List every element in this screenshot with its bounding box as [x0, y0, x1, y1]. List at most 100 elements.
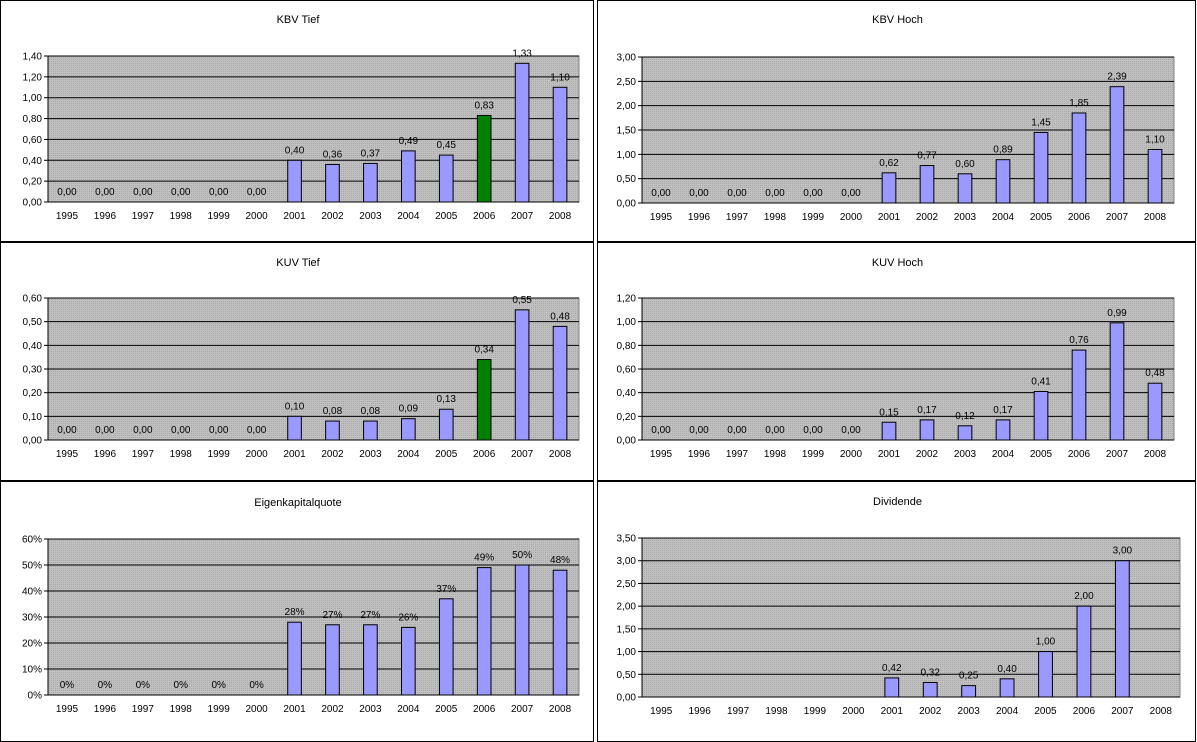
chart-5-x-tick-label: 2001 — [881, 706, 904, 717]
chart-3-y-tick-label: 1,20 — [617, 294, 637, 305]
chart-0-y-tick-label: 0,60 — [23, 135, 43, 146]
chart-1-x-tick-label: 2000 — [840, 212, 863, 223]
chart-1-x-tick-label: 1997 — [726, 212, 749, 223]
chart-3-x-tick-label: 1995 — [650, 449, 673, 460]
chart-0-x-tick-label: 2007 — [511, 211, 534, 222]
chart-0-data-label-2006: 0,83 — [474, 100, 494, 111]
chart-4-bar-2002 — [325, 624, 340, 696]
chart-4-x-tick-label: 2001 — [283, 704, 306, 715]
chart-2-x-tick-label: 2001 — [283, 449, 306, 460]
chart-0-y-tick-label: 0,80 — [23, 114, 43, 125]
chart-1-y-tick-label: 1,50 — [617, 126, 637, 137]
chart-5-y-tick-label: 0,00 — [617, 693, 637, 704]
chart-1-title: KBV Hoch — [872, 14, 923, 26]
chart-3-x-tick-label: 2005 — [1030, 449, 1053, 460]
chart-4-x-tick-label: 2000 — [245, 704, 268, 715]
chart-4-title: Eigenkapitalquote — [254, 497, 341, 509]
chart-1-data-label-2005: 1,45 — [1031, 117, 1051, 128]
chart-2-y-tick-label: 0,00 — [23, 436, 43, 447]
chart-2-title: KUV Tief — [276, 257, 320, 269]
chart-2-bar-2005 — [438, 408, 454, 441]
chart-0-x-tick-label: 2003 — [359, 211, 382, 222]
chart-3-x-tick-label: 2003 — [954, 449, 977, 460]
chart-4-data-label-2004: 26% — [398, 612, 418, 623]
chart-2-x-tick-label: 1998 — [170, 449, 193, 460]
chart-5-bar-2001 — [884, 677, 900, 698]
chart-3-bar-2001 — [881, 421, 897, 441]
chart-1-data-label-2001: 0,62 — [879, 158, 899, 169]
chart-4-x-tick-label: 2003 — [359, 704, 382, 715]
chart-2-data-label-2000: 0,00 — [247, 425, 267, 436]
chart-1-y-tick-label: 2,50 — [617, 77, 637, 88]
chart-3-x-tick-label: 1997 — [726, 449, 749, 460]
chart-3-data-label-1998: 0,00 — [765, 425, 785, 436]
chart-5-x-tick-label: 2005 — [1034, 706, 1057, 717]
chart-3-data-label-2000: 0,00 — [841, 425, 861, 436]
chart-2-data-label-2007: 0,55 — [512, 295, 532, 306]
chart-1-x-tick-label: 1999 — [802, 212, 825, 223]
chart-kuv-tief: KUV Tief 0,00 0,10 0,20 0,30 0,40 0,50 0,60 0,00… — [23, 257, 580, 460]
chart-2-x-tick-label: 1997 — [132, 449, 155, 460]
chart-1-data-label-1995: 0,00 — [651, 188, 671, 199]
chart-1-bar-2006 — [1071, 112, 1087, 204]
chart-1-bar-2007 — [1109, 86, 1125, 204]
chart-0-y-tick-label: 0,00 — [23, 198, 43, 209]
chart-1-x-tick-label: 1995 — [650, 212, 673, 223]
chart-5-data-label-2005: 1,00 — [1036, 637, 1056, 648]
chart-2-data-label-2004: 0,09 — [399, 404, 419, 415]
chart-0-data-label-1998: 0,00 — [171, 187, 191, 198]
chart-2-data-label-2005: 0,13 — [437, 394, 457, 405]
chart-4-data-label-2007: 50% — [512, 550, 532, 561]
chart-5-y-tick-label: 1,00 — [617, 647, 637, 658]
chart-2-data-label-1998: 0,00 — [171, 425, 191, 436]
chart-0-plot-area — [47, 55, 580, 203]
chart-0-bar-2007 — [514, 62, 530, 203]
chart-0-x-tick-label: 1996 — [94, 211, 117, 222]
chart-0-x-tick-label: 1997 — [132, 211, 155, 222]
chart-1-data-label-2000: 0,00 — [841, 188, 861, 199]
chart-0-data-label-2001: 0,40 — [285, 145, 305, 156]
chart-0-bar-2003 — [363, 162, 378, 203]
chart-3-y-tick-label: 0,20 — [617, 412, 637, 423]
chart-1-bar-2001 — [881, 172, 897, 204]
chart-3-x-tick-label: 1998 — [764, 449, 787, 460]
chart-0-y-tick-label: 0,40 — [23, 156, 43, 167]
chart-5-x-tick-label: 2004 — [996, 706, 1019, 717]
chart-3-y-tick-label: 0,60 — [617, 365, 637, 376]
chart-1-y-tick-label: 0,50 — [617, 174, 637, 185]
chart-5-x-tick-label: 2008 — [1150, 706, 1173, 717]
chart-eigenkapitalquote: Eigenkapitalquote 0% 10% 20% 30% 40% 50% 60% 0% 1… — [22, 497, 580, 715]
chart-1-bar-2004 — [995, 159, 1011, 204]
chart-0-y-tick-label: 1,20 — [23, 72, 43, 83]
chart-panel-dividende: Dividende 0,00 0,50 1,00 1,50 2,00 2,50 3,00 3,5… — [597, 481, 1196, 742]
chart-5-x-tick-label: 1995 — [650, 706, 673, 717]
chart-0-y-tick-label: 0,20 — [23, 177, 43, 188]
chart-3-x-tick-label: 1996 — [688, 449, 711, 460]
chart-0-data-label-2003: 0,37 — [361, 148, 381, 159]
chart-0-bar-2004 — [400, 150, 416, 203]
chart-3-data-label-2006: 0,76 — [1069, 335, 1089, 346]
chart-2-x-tick-label: 2003 — [359, 449, 382, 460]
chart-2-x-tick-label: 2000 — [245, 449, 268, 460]
chart-2-data-label-1997: 0,00 — [133, 425, 153, 436]
chart-4-bar-2007 — [514, 564, 530, 696]
chart-2-bar-2003 — [363, 420, 378, 441]
chart-3-bar-2004 — [995, 419, 1011, 441]
chart-1-x-tick-label: 2007 — [1106, 212, 1129, 223]
chart-1-bar-2005 — [1033, 131, 1049, 204]
chart-0-x-tick-label: 2001 — [283, 211, 306, 222]
chart-0-x-tick-label: 2005 — [435, 211, 458, 222]
chart-5-bar-2004 — [999, 678, 1015, 698]
chart-5-data-label-2003: 0,25 — [959, 671, 979, 682]
chart-2-bar-2001 — [287, 415, 302, 441]
chart-0-bar-2002 — [325, 163, 340, 203]
chart-4-x-tick-label: 1997 — [132, 704, 155, 715]
chart-4-x-tick-label: 2004 — [397, 704, 420, 715]
chart-5-x-tick-label: 2007 — [1111, 706, 1134, 717]
chart-0-x-tick-label: 1995 — [56, 211, 79, 222]
chart-0-data-label-2007: 1,33 — [512, 48, 532, 59]
chart-5-x-tick-label: 2002 — [919, 706, 942, 717]
chart-4-x-tick-label: 2002 — [321, 704, 344, 715]
chart-4-data-label-1995: 0% — [60, 680, 75, 691]
chart-2-bar-2002 — [325, 420, 340, 441]
